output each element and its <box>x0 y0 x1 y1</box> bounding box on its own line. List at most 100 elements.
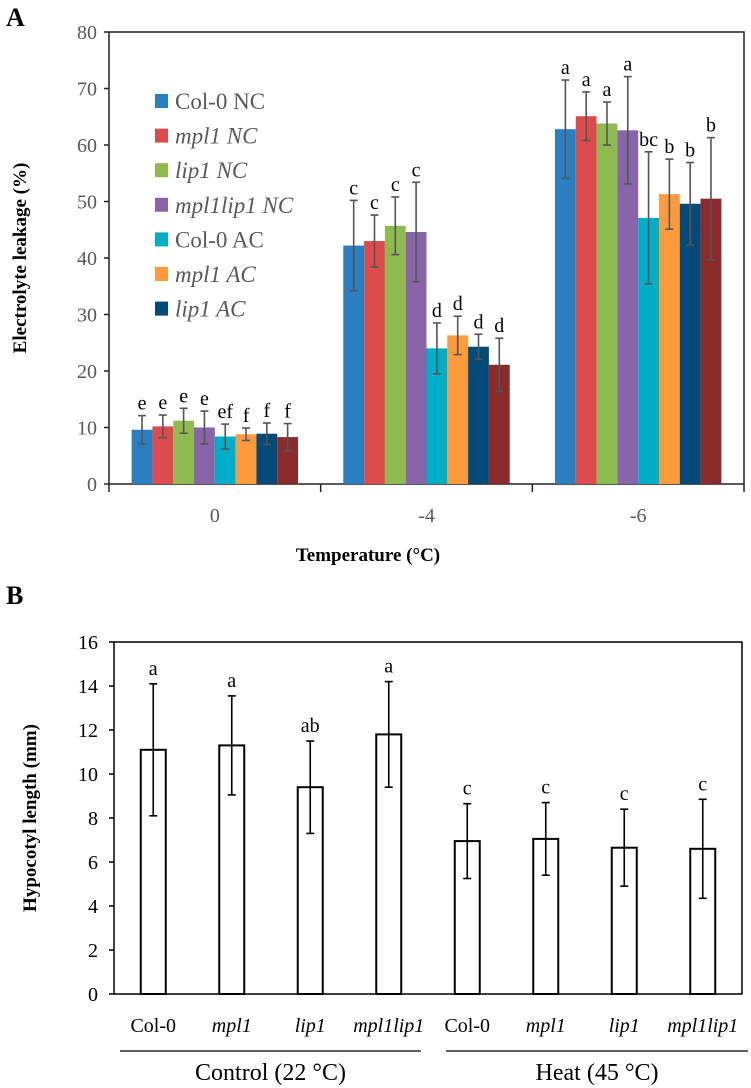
legend-swatch <box>155 128 168 143</box>
significance-letter: c <box>412 159 421 181</box>
bar <box>214 436 236 484</box>
bar <box>384 225 406 485</box>
panel-a-y-axis-title: Electrolyte leakage (%) <box>10 163 31 354</box>
bar <box>596 123 618 484</box>
y-tick-label: 40 <box>77 248 97 270</box>
legend-entry: lip1 NC <box>175 158 248 183</box>
y-tick-label: 20 <box>77 361 97 383</box>
panel-a-x-axis-title: Temperature (°C) <box>296 545 440 566</box>
y-tick-label: 50 <box>77 192 97 214</box>
significance-letter: f <box>284 401 291 423</box>
y-tick-label: 12 <box>78 720 98 742</box>
y-tick-label: 30 <box>77 305 97 327</box>
significance-letter: b <box>664 136 674 158</box>
legend-swatch <box>155 267 168 281</box>
legend-swatch <box>155 163 168 178</box>
significance-letter: ab <box>301 715 320 737</box>
significance-letter: d <box>432 300 442 322</box>
bar <box>554 129 576 484</box>
bar <box>488 364 510 484</box>
plot-frame <box>113 641 743 995</box>
significance-letter: a <box>227 670 236 692</box>
y-tick-label: 10 <box>77 418 97 440</box>
significance-letter: a <box>603 79 612 101</box>
y-tick-label: 60 <box>77 135 97 157</box>
y-tick-label: 70 <box>77 79 97 101</box>
significance-letter: a <box>384 656 393 678</box>
bar <box>131 429 153 484</box>
significance-letter: d <box>474 311 484 333</box>
significance-letter: c <box>698 773 707 795</box>
bar <box>343 245 365 484</box>
significance-letter: c <box>463 778 472 800</box>
y-tick-label: 80 <box>77 22 97 44</box>
significance-letter: c <box>620 783 629 805</box>
significance-letter: c <box>370 192 379 214</box>
group-label: Heat (45 °C) <box>536 1060 659 1086</box>
x-tick-label: mpl1 <box>212 1015 252 1037</box>
bar <box>277 437 299 484</box>
significance-letter: f <box>243 405 250 427</box>
y-tick-label: 4 <box>88 896 98 918</box>
significance-letter: d <box>494 315 504 337</box>
significance-letter: f <box>263 400 270 422</box>
legend-entry: mpl1lip1 NC <box>175 193 294 218</box>
x-tick-label: -4 <box>418 505 435 527</box>
bar <box>638 217 659 484</box>
significance-letter: e <box>158 392 167 414</box>
y-tick-label: 14 <box>78 676 98 698</box>
legend-swatch <box>155 94 168 108</box>
x-tick-label: lip1 <box>295 1015 326 1037</box>
bar <box>194 427 215 484</box>
legend-entry: lip1 AC <box>175 297 246 322</box>
significance-letter: b <box>685 140 695 162</box>
x-tick-label: mpl1lip1 <box>353 1015 424 1037</box>
bar <box>575 116 597 484</box>
legend-swatch <box>155 232 168 247</box>
significance-letter: c <box>541 777 550 799</box>
y-tick-label: 0 <box>87 474 97 496</box>
panel-a-label: A <box>6 3 25 32</box>
bar <box>256 433 278 484</box>
bar <box>617 130 639 484</box>
bar <box>152 426 174 484</box>
significance-letter: b <box>706 115 716 137</box>
significance-letter: e <box>200 388 209 410</box>
bar <box>700 198 722 485</box>
x-tick-label: lip1 <box>609 1015 640 1037</box>
y-tick-label: 8 <box>88 808 98 830</box>
x-tick-label: Col-0 <box>444 1015 490 1037</box>
legend-swatch <box>155 301 168 316</box>
legend-entry: mpl1 AC <box>175 262 256 287</box>
y-tick-label: 6 <box>88 852 98 874</box>
significance-letter: e <box>138 393 147 415</box>
bar <box>405 232 427 484</box>
significance-letter: e <box>179 385 188 407</box>
legend-swatch <box>155 197 168 212</box>
bar <box>658 194 680 484</box>
y-tick-label: 10 <box>78 764 98 786</box>
group-label: Control (22 °C) <box>195 1060 346 1086</box>
significance-letter: c <box>391 174 400 196</box>
significance-letter: bc <box>639 129 658 151</box>
y-tick-label: 2 <box>88 940 98 962</box>
significance-letter: a <box>582 69 591 91</box>
x-tick-label: mpl1lip1 <box>667 1015 738 1037</box>
y-tick-label: 0 <box>88 984 98 1006</box>
panel-b-y-axis-title: Hypocotyl length (mm) <box>20 724 41 912</box>
x-tick-label: mpl1 <box>526 1015 566 1037</box>
significance-letter: a <box>149 658 158 680</box>
bar <box>447 335 469 484</box>
x-tick-label: -6 <box>630 505 647 527</box>
bar <box>173 420 195 484</box>
x-tick-label: Col-0 <box>130 1015 176 1037</box>
bar <box>679 203 701 484</box>
significance-letter: d <box>453 293 463 315</box>
significance-letter: c <box>349 177 358 199</box>
legend-entry: Col-0 NC <box>175 89 265 114</box>
significance-letter: ef <box>217 401 233 423</box>
panel-b-label: B <box>6 581 23 610</box>
y-tick-label: 16 <box>78 632 98 654</box>
